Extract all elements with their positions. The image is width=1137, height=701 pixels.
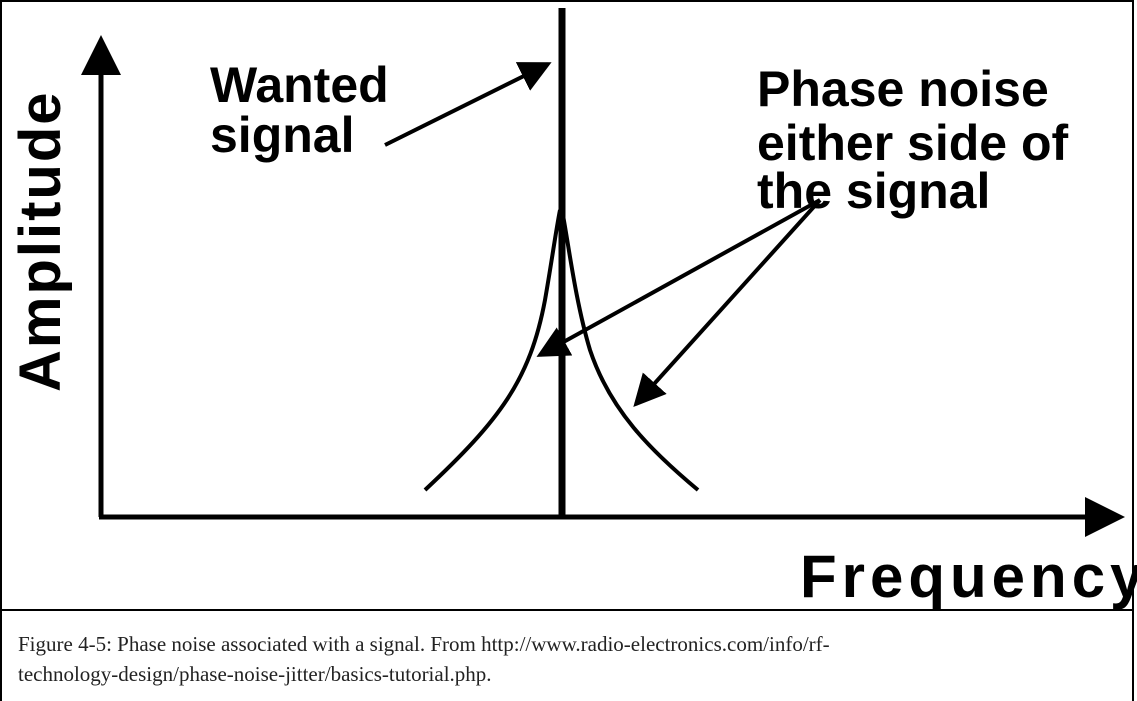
wanted-arrow [384,62,552,147]
noise-curve-right [560,209,700,492]
diagram-border [0,0,1134,611]
noise-label: Phase noise [757,61,1049,117]
noise-label: either side of [757,115,1069,171]
noise-arrow-left [536,198,821,357]
wanted-label: Wanted [210,57,389,113]
y-axis-label: Amplitude [8,90,73,392]
caption: Figure 4-5: Phase noise associated with … [18,632,830,656]
noise-arrow-right [633,198,822,407]
x-axis-label: Frequency [800,543,1137,610]
caption: technology-design/phase-noise-jitter/bas… [18,662,492,686]
noise-label: the signal [757,163,990,219]
wanted-label: signal [210,107,354,163]
noise-curve-left [423,209,562,492]
